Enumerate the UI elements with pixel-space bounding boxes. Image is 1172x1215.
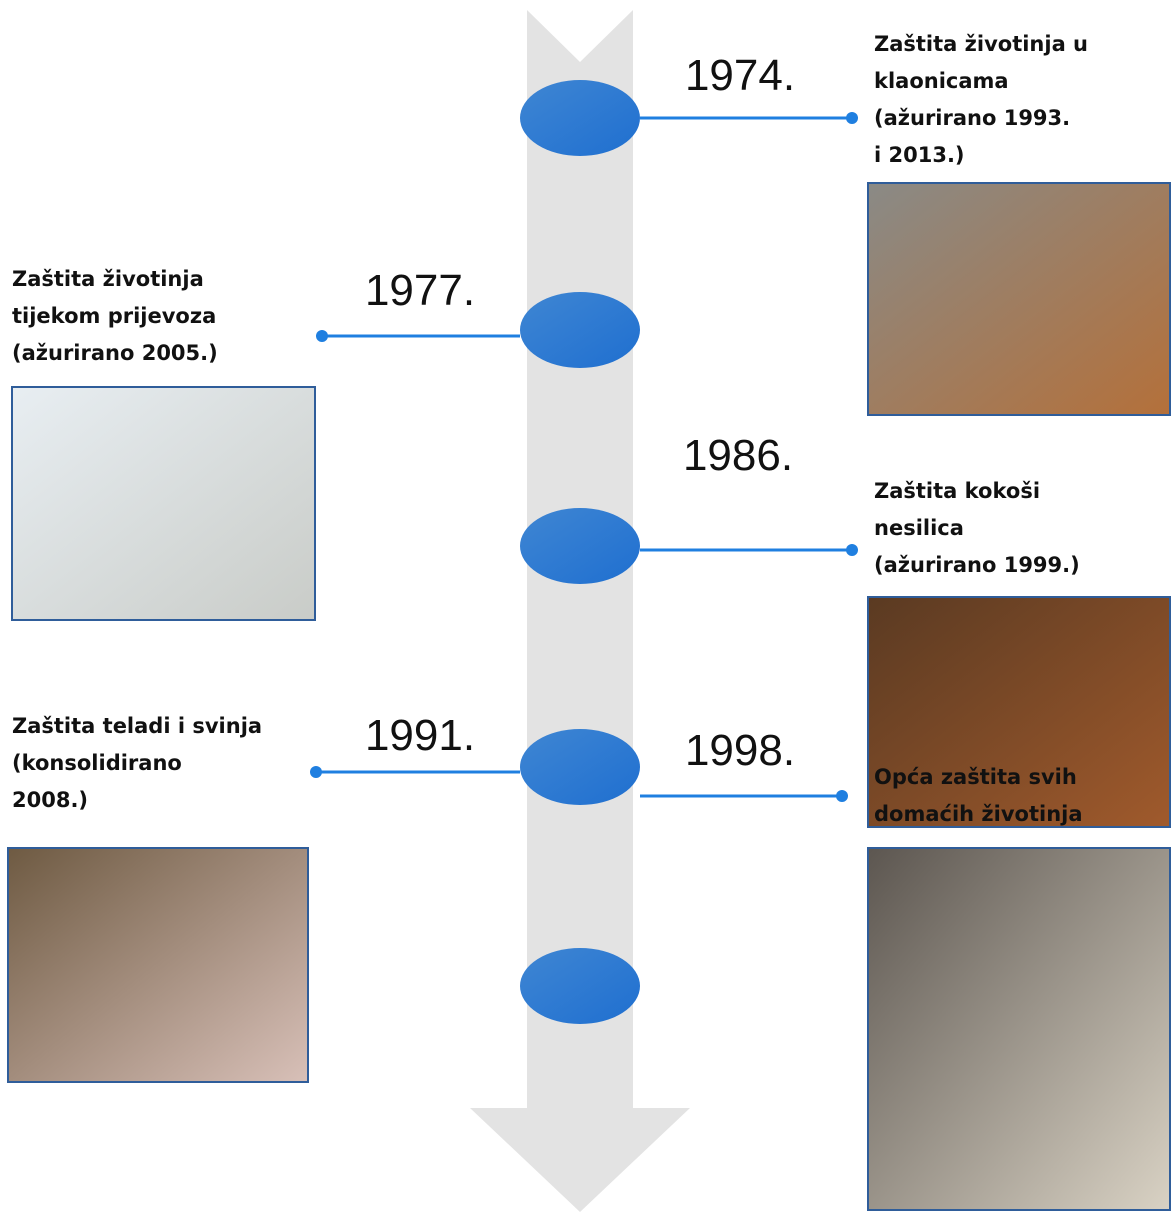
year: 1974.	[685, 51, 795, 100]
year: 1986.	[683, 431, 793, 480]
event-label: tijekom prijevoza	[12, 304, 216, 328]
event-label: domaćih životinja	[874, 802, 1083, 826]
photo	[8, 848, 308, 1082]
event-label: (konsolidirano	[12, 751, 182, 775]
connector-dot	[310, 766, 322, 778]
photo	[868, 848, 1170, 1210]
event-label: (ažurirano 1993.	[874, 106, 1070, 130]
event-label: Opća zaštita svih	[874, 765, 1077, 789]
connector-dot	[316, 330, 328, 342]
event-label: Zaštita kokoši	[874, 479, 1040, 503]
timeline-node	[520, 292, 640, 368]
event-label: i 2013.)	[874, 143, 965, 167]
timeline-node	[520, 80, 640, 156]
event-label: (ažurirano 2005.)	[12, 341, 218, 365]
timeline-node	[520, 729, 640, 805]
timeline: 1974. Zaštita životinja u klaonicama (ažuri…	[0, 0, 1172, 1215]
event-label: Zaštita teladi i svinja	[12, 714, 262, 738]
event-label: klaonicama	[874, 69, 1009, 93]
timeline-node	[520, 508, 640, 584]
year: 1998.	[685, 726, 795, 775]
event-label: Zaštita životinja u	[874, 32, 1088, 56]
photo	[868, 597, 1170, 827]
timeline-node	[520, 948, 640, 1024]
event-label: nesilica	[874, 516, 964, 540]
photo	[868, 183, 1170, 415]
connector-dot	[836, 790, 848, 802]
connector-dot	[846, 544, 858, 556]
event-label: Zaštita životinja	[12, 267, 204, 291]
event-label: (ažurirano 1999.)	[874, 553, 1080, 577]
year: 1991.	[365, 711, 475, 760]
event-label: 2008.)	[12, 788, 88, 812]
timeline-arrow	[470, 10, 690, 1212]
connector-dot	[846, 112, 858, 124]
photo	[12, 387, 315, 620]
year: 1977.	[365, 266, 475, 315]
